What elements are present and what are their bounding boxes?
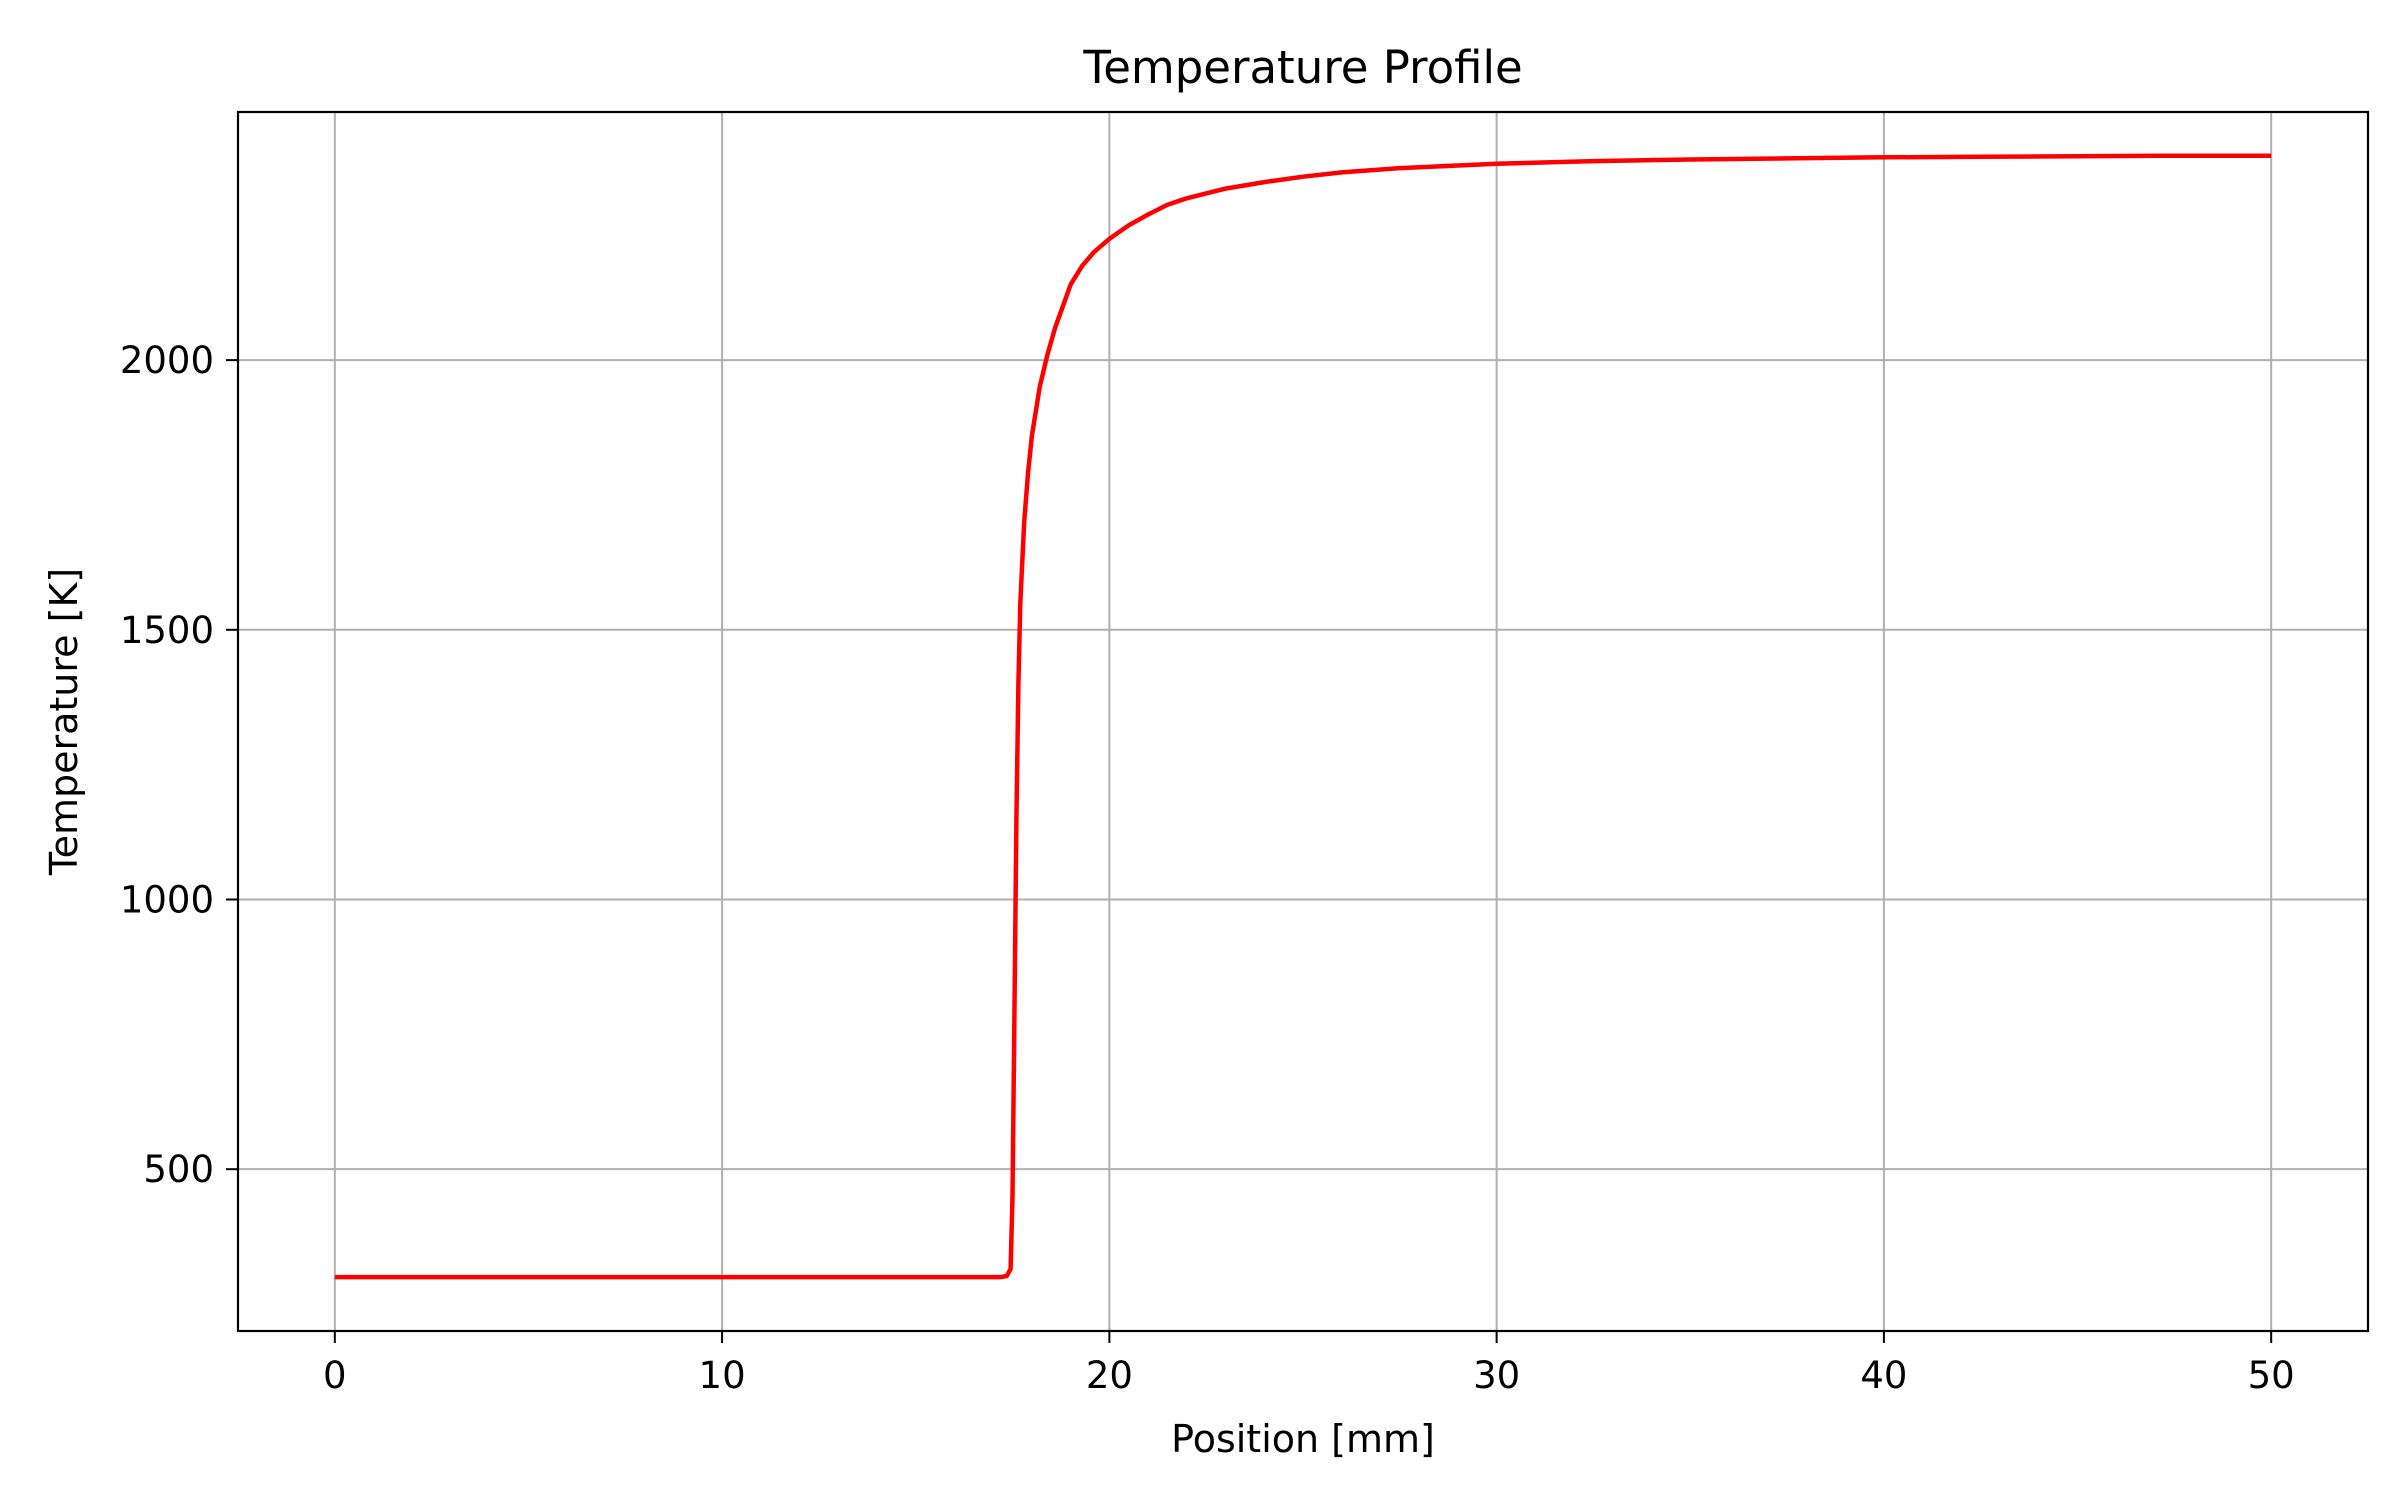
x-tick-label: 30	[1473, 1354, 1520, 1397]
x-tick-label: 40	[1860, 1354, 1907, 1397]
y-tick-label: 1000	[120, 878, 214, 921]
y-tick-label: 1500	[120, 609, 214, 652]
x-axis-label: Position [mm]	[1171, 1417, 1435, 1461]
chart-title: Temperature Profile	[1082, 41, 1522, 94]
y-tick-label: 500	[143, 1148, 214, 1191]
x-tick-label: 50	[2248, 1354, 2295, 1397]
series-layer	[334, 153, 2272, 1280]
x-tick-label: 10	[699, 1354, 746, 1397]
x-tick-label: 0	[323, 1354, 347, 1397]
plot-frame	[236, 110, 2370, 1333]
x-tick-label: 20	[1086, 1354, 1133, 1397]
y-tick-label: 2000	[120, 339, 214, 382]
tick-layer: 0 10 20 30 40 50 500 1000 1500 2000	[120, 339, 2295, 1397]
grid-lines	[238, 112, 2368, 1331]
y-axis-label: Temperature [K]	[42, 568, 86, 876]
temperature-line	[334, 153, 2272, 1280]
